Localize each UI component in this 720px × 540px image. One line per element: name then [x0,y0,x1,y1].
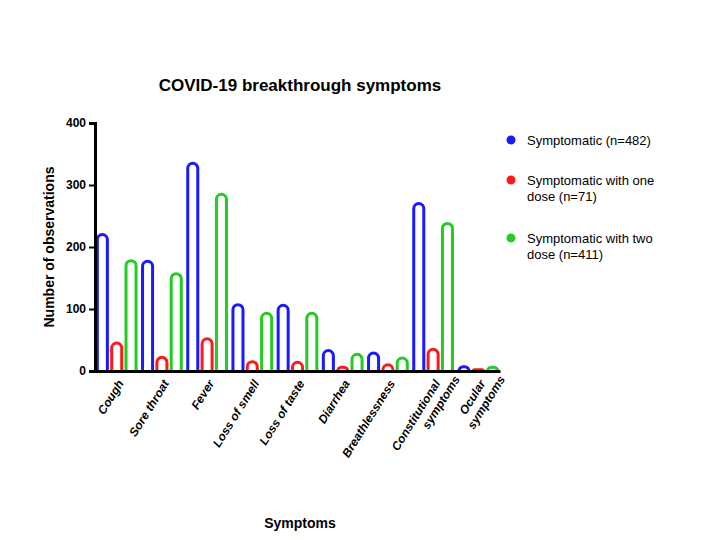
legend-item: Symptomatic with twodose (n=411) [507,231,653,262]
x-tick-label: Fever [188,376,218,412]
x-axis-line [96,370,501,373]
x-tick: Cough [95,371,127,417]
bar [202,339,212,371]
bar [112,343,122,371]
y-axis-title: Number of observations [41,166,57,327]
x-tick-label: Ocularsymptoms [452,365,508,431]
chart-svg: COVID-19 breakthrough symptoms 0 100 200 300… [0,0,720,540]
x-tick-label: Cough [95,377,127,417]
y-tick-mark [89,371,95,373]
x-tick: Constitutionalsymptoms [389,365,463,461]
chart-title: COVID-19 breakthrough symptoms [159,76,441,95]
y-axis: 0 100 200 300 400 [66,116,96,378]
bar [126,261,136,371]
y-tick-label: 300 [66,178,86,192]
bar [397,358,407,371]
x-tick-label: Sore throat [126,377,172,440]
bar [428,349,438,371]
y-tick: 100 [66,302,95,316]
y-tick-label: 100 [66,302,86,316]
bar [262,313,272,371]
bar [247,362,257,371]
bar [369,353,379,371]
y-tick-mark [89,309,95,311]
y-tick: 0 [79,364,95,378]
bar [352,354,362,371]
y-tick-mark [89,247,95,249]
legend-label: Symptomatic with twodose (n=411) [527,231,653,262]
bar [292,362,302,371]
y-axis-line [89,124,96,372]
bar [233,305,243,371]
bar [216,194,226,371]
y-tick: 400 [66,116,95,130]
y-tick-mark [89,123,95,125]
bar [442,223,452,371]
x-tick: Ocularsymptoms [452,365,508,431]
bar [323,351,333,371]
legend-marker [507,234,516,243]
bar [278,305,288,371]
legend-marker [507,136,516,145]
bar [97,235,107,371]
x-tick: Loss of smell [210,371,263,450]
x-tick-label: Loss of smell [210,377,263,450]
bar-series [97,163,469,371]
x-axis: CoughSore throat FeverLoss of smellLoss o… [95,365,508,461]
x-tick: Fever [188,371,218,412]
x-tick-label: Diarrhea [315,377,353,426]
x-tick-label: Loss of taste [257,377,308,447]
y-tick-label: 400 [66,116,86,130]
y-tick-label: 200 [66,240,86,254]
y-tick: 300 [66,178,95,192]
y-tick-label: 0 [79,364,86,378]
x-tick-label: Breathlessness [339,377,398,460]
x-tick: Sore throat [126,371,172,439]
bar [143,261,153,371]
y-tick-mark [89,185,95,187]
x-tick: Diarrhea [315,371,353,426]
x-tick-label: Constitutionalsymptoms [389,365,463,461]
bar-series [126,194,498,371]
bar-series [112,339,484,371]
bar [188,163,198,371]
legend-label: Symptomatic (n=482) [527,133,651,148]
legend-item: Symptomatic with onedose (n=71) [507,173,655,204]
x-tick: Loss of taste [257,371,308,448]
legend-marker [507,176,516,185]
x-axis-title: Symptoms [264,515,336,531]
y-tick: 200 [66,240,95,254]
bar [414,204,424,371]
legend-label: Symptomatic with onedose (n=71) [527,173,654,204]
bars [97,163,497,371]
bar [157,357,167,371]
legend: Symptomatic (n=482) Symptomatic with oned… [507,133,655,262]
bar [307,313,317,371]
bar [171,274,181,371]
legend-item: Symptomatic (n=482) [507,133,651,148]
